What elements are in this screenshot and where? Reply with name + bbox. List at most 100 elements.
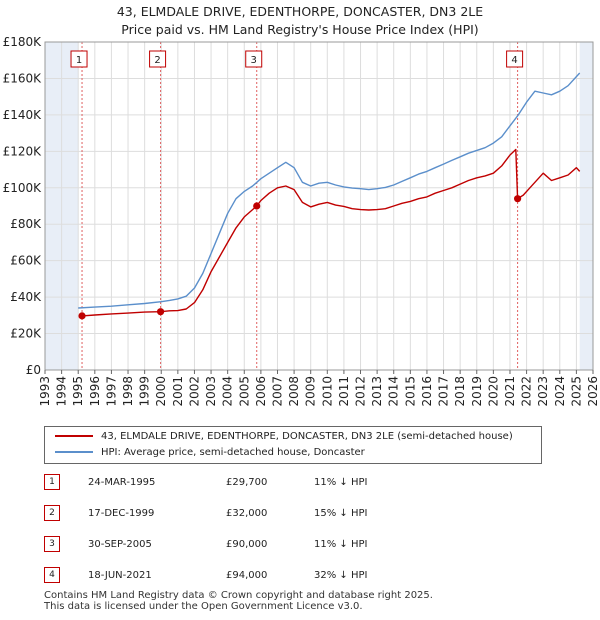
sale-hpi-diff: 32% ↓ HPI: [314, 570, 368, 581]
x-tick-label: 2004: [221, 376, 235, 407]
legend: 43, ELMDALE DRIVE, EDENTHORPE, DONCASTER…: [44, 426, 542, 464]
x-tick-label: 1996: [88, 376, 102, 407]
x-tick-label: 2000: [154, 376, 168, 407]
sale-date: 30-SEP-2005: [88, 539, 152, 550]
x-tick-label: 2012: [354, 376, 368, 407]
legend-label-property: 43, ELMDALE DRIVE, EDENTHORPE, DONCASTER…: [101, 431, 513, 442]
x-tick-label: 2019: [470, 376, 484, 407]
x-tick-label: 2010: [320, 376, 334, 407]
property-price-line: [81, 148, 581, 317]
price-chart: 1 2 3 4 £0 £20K £40K £60K £80K £100K £120K £140K £1…: [3, 35, 600, 407]
sale-point: [78, 312, 86, 320]
x-tick-label: 2025: [569, 376, 583, 407]
y-tick-label: £100K: [3, 181, 43, 195]
x-tick-label: 1993: [38, 376, 52, 407]
x-tick-label: 2020: [486, 376, 500, 407]
legend-item-hpi: HPI: Average price, semi-detached house,…: [55, 445, 365, 461]
sale-number-badge: 4: [44, 567, 60, 583]
x-tick-label: 2026: [586, 376, 600, 407]
sale-points: [78, 195, 522, 320]
y-tick-label: £120K: [3, 144, 43, 158]
sale-marker-box: [245, 50, 263, 68]
sale-date: 17-DEC-1999: [88, 508, 155, 519]
sale-number-badge: 2: [44, 505, 60, 521]
x-tick-label: 2013: [370, 376, 384, 407]
footer-line1: Contains HM Land Registry data © Crown c…: [44, 590, 433, 601]
sale-point: [253, 202, 261, 210]
hpi-line: [78, 72, 581, 309]
x-tick-label: 2017: [437, 376, 451, 407]
sale-hpi-diff: 11% ↓ HPI: [314, 477, 368, 488]
plot-frame: [44, 41, 594, 371]
sale-date: 18-JUN-2021: [88, 570, 152, 581]
sale-marker-labels: 1 2 3 4: [70, 50, 524, 68]
x-tick-label: 2011: [337, 376, 351, 407]
y-axis-ticks: £0 £20K £40K £60K £80K £100K £120K £140K £160K £1…: [3, 35, 43, 377]
sale-marker-number: 3: [251, 55, 257, 66]
sale-marker-box: [149, 50, 167, 68]
sale-row: 3 30-SEP-2005 £90,000 11% ↓ HPI: [44, 536, 544, 554]
x-tick-label: 2016: [420, 376, 434, 407]
x-tick-label: 1998: [121, 376, 135, 407]
x-tick-label: 1997: [104, 376, 118, 407]
sale-point: [514, 195, 522, 203]
sale-marker-lines: [81, 42, 519, 370]
x-tick-label: 2006: [254, 376, 268, 407]
x-tick-label: 2022: [520, 376, 534, 407]
sale-row: 4 18-JUN-2021 £94,000 32% ↓ HPI: [44, 567, 544, 585]
sale-marker-box: [70, 50, 88, 68]
sale-price: £90,000: [226, 539, 268, 550]
x-tick-label: 2021: [503, 376, 517, 407]
x-tick-label: 1995: [71, 376, 85, 407]
x-tick-label: 2007: [270, 376, 284, 407]
sale-row: 1 24-MAR-1995 £29,700 11% ↓ HPI: [44, 474, 544, 492]
x-tick-label: 2015: [403, 376, 417, 407]
shaded-periods: [45, 42, 593, 370]
grid-lines: [44, 41, 594, 371]
x-tick-label: 2018: [453, 376, 467, 407]
footer-line2: This data is licensed under the Open Gov…: [44, 601, 363, 612]
y-tick-label: £180K: [3, 35, 43, 49]
sale-marker-box: [506, 50, 524, 68]
x-tick-label: 2008: [287, 376, 301, 407]
x-tick-label: 1999: [138, 376, 152, 407]
series-lines: [78, 72, 581, 317]
sale-hpi-diff: 15% ↓ HPI: [314, 508, 368, 519]
y-tick-label: £40K: [10, 290, 42, 304]
y-tick-label: £20K: [10, 327, 42, 341]
x-tick-label: 2009: [304, 376, 318, 407]
x-tick-label: 2024: [553, 376, 567, 407]
y-tick-label: £160K: [3, 71, 43, 85]
chart-title-line1: 43, ELMDALE DRIVE, EDENTHORPE, DONCASTER…: [116, 4, 484, 19]
legend-item-property: 43, ELMDALE DRIVE, EDENTHORPE, DONCASTER…: [55, 429, 513, 445]
sale-marker-number: 4: [511, 55, 517, 66]
legend-swatch-hpi: [55, 451, 93, 453]
sale-marker-number: 1: [76, 55, 82, 66]
sale-point: [156, 308, 165, 316]
footer-attribution: Contains HM Land Registry data © Crown c…: [44, 590, 433, 612]
chart-title-line2: Price paid vs. HM Land Registry's House …: [121, 22, 479, 37]
legend-swatch-property: [55, 435, 93, 437]
sale-hpi-diff: 11% ↓ HPI: [314, 539, 368, 550]
x-tick-label: 2002: [187, 376, 201, 407]
x-tick-label: 2005: [237, 376, 251, 407]
x-tick-label: 2003: [204, 376, 218, 407]
y-tick-label: £0: [26, 363, 41, 377]
x-tick-label: 2001: [171, 376, 185, 407]
y-tick-label: £140K: [3, 108, 43, 122]
y-tick-label: £60K: [10, 254, 42, 268]
sale-price: £29,700: [226, 477, 268, 488]
y-tick-label: £80K: [10, 217, 42, 231]
sale-number-badge: 1: [44, 474, 60, 490]
sale-number-badge: 3: [44, 536, 60, 552]
sale-marker-number: 2: [154, 55, 160, 66]
sale-price: £32,000: [226, 508, 268, 519]
x-axis-ticks: 1993 1994 1995 1996 1997 1998 1999 2000 2001 2002…: [38, 370, 600, 407]
x-tick-label: 2023: [536, 376, 550, 407]
x-tick-label: 1994: [55, 376, 69, 407]
x-tick-label: 2014: [387, 376, 401, 407]
sale-date: 24-MAR-1995: [88, 477, 156, 488]
sale-row: 2 17-DEC-1999 £32,000 15% ↓ HPI: [44, 505, 544, 523]
sale-price: £94,000: [226, 570, 268, 581]
shaded-period: [579, 42, 593, 370]
